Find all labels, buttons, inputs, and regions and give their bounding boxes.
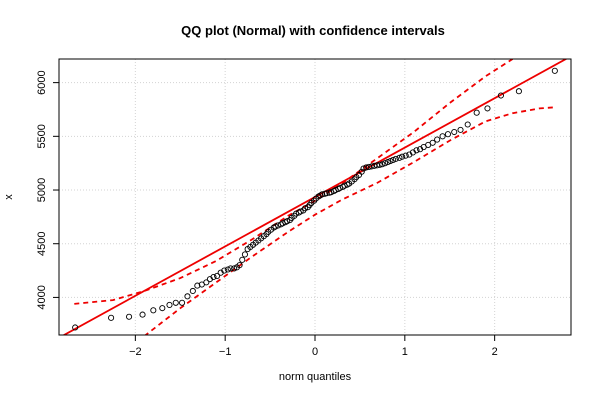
y-axis-label: x xyxy=(3,194,15,200)
data-point-87 xyxy=(390,156,397,163)
data-point-37 xyxy=(272,223,279,230)
x-tick-label-2: 0 xyxy=(312,346,318,358)
x-tick-label-0: −2 xyxy=(129,346,142,358)
data-point-99 xyxy=(434,136,441,143)
data-point-16 xyxy=(214,272,221,279)
data-point-109 xyxy=(551,67,558,74)
data-point-107 xyxy=(497,92,504,99)
y-tick-label-3: 5500 xyxy=(36,124,48,148)
y-tick-label-2: 5000 xyxy=(36,178,48,202)
data-points xyxy=(72,67,558,331)
confidence-band xyxy=(74,59,555,335)
data-point-7 xyxy=(172,299,179,306)
data-point-108 xyxy=(515,88,522,95)
data-point-13 xyxy=(203,279,210,286)
data-point-58 xyxy=(319,191,326,198)
y-tick-label-0: 4000 xyxy=(36,285,48,309)
data-point-86 xyxy=(387,157,394,165)
data-point-48 xyxy=(297,208,304,215)
data-point-9 xyxy=(184,293,191,300)
data-point-21 xyxy=(231,265,238,272)
data-point-88 xyxy=(392,155,399,162)
x-tick-label-1: −1 xyxy=(219,346,232,358)
data-point-0 xyxy=(72,324,79,331)
data-point-84 xyxy=(382,160,389,167)
chart-title: QQ plot (Normal) with confidence interva… xyxy=(181,23,445,38)
data-point-24 xyxy=(239,256,246,263)
data-point-85 xyxy=(384,159,391,166)
y-tick-label-1: 4500 xyxy=(36,231,48,255)
data-point-82 xyxy=(376,161,383,168)
data-point-103 xyxy=(457,126,464,133)
x-axis: −2 −1 0 1 2 xyxy=(129,334,498,358)
data-point-89 xyxy=(396,154,403,161)
data-point-19 xyxy=(224,266,231,273)
data-point-76 xyxy=(360,165,367,172)
y-axis: 4000 4500 5000 5500 6000 xyxy=(36,70,60,310)
data-point-105 xyxy=(473,109,480,116)
data-point-104 xyxy=(464,121,471,128)
data-point-11 xyxy=(194,282,201,289)
data-point-106 xyxy=(484,105,491,112)
x-axis-label: norm quantiles xyxy=(279,371,352,383)
grid-lines xyxy=(59,59,571,335)
data-point-18 xyxy=(221,267,228,274)
data-point-98 xyxy=(429,139,436,146)
data-point-94 xyxy=(413,147,420,154)
data-point-101 xyxy=(444,131,451,138)
data-point-50 xyxy=(302,205,309,212)
data-point-90 xyxy=(399,153,406,160)
reference-line-group xyxy=(62,59,568,335)
data-point-83 xyxy=(379,161,386,168)
data-point-91 xyxy=(402,152,409,159)
data-point-3 xyxy=(139,311,146,318)
confidence-band-lower xyxy=(144,106,555,335)
data-point-5 xyxy=(159,305,166,312)
data-point-4 xyxy=(150,307,157,314)
data-point-15 xyxy=(210,273,217,281)
confidence-band-upper xyxy=(74,59,514,305)
data-point-75 xyxy=(358,168,365,175)
data-point-2 xyxy=(126,313,133,320)
x-tick-label-4: 2 xyxy=(492,346,498,358)
data-point-25 xyxy=(241,251,248,258)
data-point-20 xyxy=(227,265,234,272)
data-point-42 xyxy=(284,218,291,225)
x-tick-label-3: 1 xyxy=(402,346,408,358)
data-point-1 xyxy=(108,314,115,321)
data-point-6 xyxy=(166,301,173,308)
data-point-100 xyxy=(439,133,446,140)
data-point-10 xyxy=(189,287,196,295)
data-point-102 xyxy=(451,128,458,136)
reference-line xyxy=(62,59,568,335)
y-tick-label-4: 6000 xyxy=(36,70,48,94)
data-point-23 xyxy=(236,262,243,269)
data-point-8 xyxy=(179,299,186,306)
data-point-60 xyxy=(323,190,330,197)
